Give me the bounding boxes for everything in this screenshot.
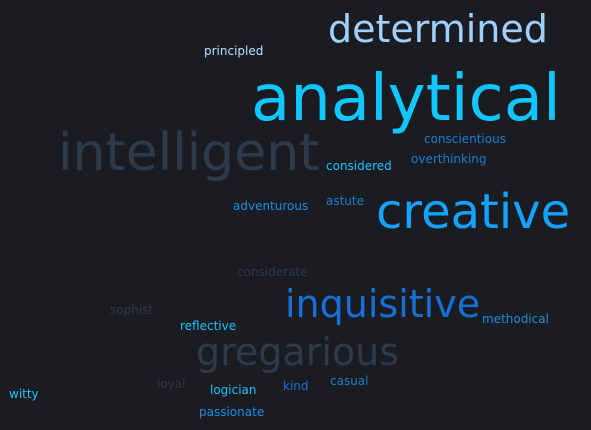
word-methodical: methodical	[482, 312, 549, 326]
word-principled: principled	[204, 44, 264, 58]
word-passionate: passionate	[199, 405, 265, 419]
word-intelligent: intelligent	[58, 123, 320, 183]
word-conscientious: conscientious	[424, 132, 506, 146]
word-analytical: analytical	[251, 62, 561, 136]
word-adventurous: adventurous	[233, 199, 309, 213]
word-witty: witty	[9, 387, 39, 401]
word-logician: logician	[210, 383, 257, 397]
word-kind: kind	[283, 379, 309, 393]
word-overthinking: overthinking	[411, 152, 487, 166]
word-considered: considered	[326, 159, 392, 173]
word-determined: determined	[328, 7, 548, 51]
word-reflective: reflective	[180, 319, 237, 333]
word-inquisitive: inquisitive	[285, 282, 481, 326]
word-sophist: sophist	[110, 303, 154, 317]
word-considerate: considerate	[237, 265, 308, 279]
word-casual: casual	[330, 374, 369, 388]
word-astute: astute	[326, 194, 365, 208]
word-gregarious: gregarious	[196, 330, 400, 374]
word-creative: creative	[376, 184, 571, 240]
word-loyal: loyal	[157, 377, 186, 391]
